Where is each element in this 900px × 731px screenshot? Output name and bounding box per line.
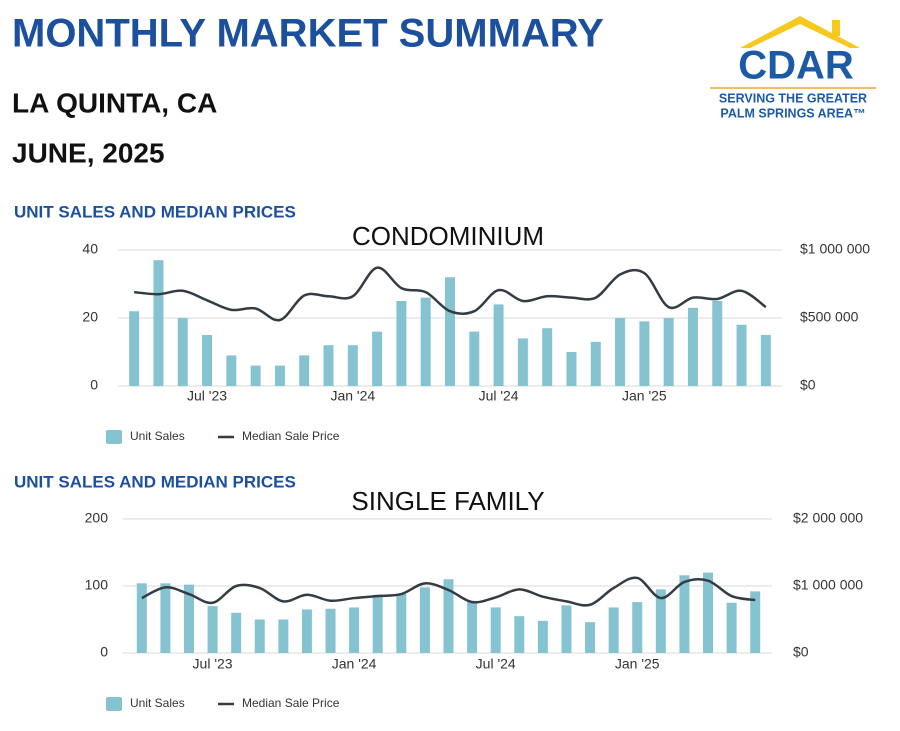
x-tick-label: Jan '25 [615,656,660,672]
logo-tagline: SERVING THE GREATER [719,91,867,105]
bar [566,352,577,386]
bar [301,609,312,653]
logo-tagline: PALM SPRINGS AREA™ [720,106,865,120]
bar [639,321,650,386]
bar [396,301,407,386]
bar [202,335,213,386]
y2-tick-label: $0 [800,377,816,393]
bar [615,318,626,386]
bar [590,341,601,386]
legend-label: Unit Sales [130,696,185,710]
bar [420,297,431,386]
chart-title: SINGLE FAMILY [351,486,544,516]
legend-label: Median Sale Price [242,429,340,443]
bar [349,607,360,653]
bar [585,622,596,653]
bar [347,345,358,386]
bar [136,583,147,653]
x-tick-label: Jul '23 [187,388,227,404]
bar [679,575,690,653]
bar [419,587,430,653]
x-tick-label: Jan '24 [332,656,377,672]
bar [469,331,480,386]
bar [129,311,140,386]
y2-tick-label: $1 000 000 [793,577,863,593]
y-tick-label: 200 [85,510,109,526]
bar [250,365,261,386]
bar [254,619,265,653]
x-tick-label: Jan '24 [330,388,375,404]
chart-title: CONDOMINIUM [352,221,544,251]
bar [372,596,383,653]
bar [632,602,643,653]
bar [703,572,714,653]
y2-tick-label: $1 000 000 [800,241,870,257]
bar [537,620,548,653]
bar [726,602,737,653]
bar [153,260,164,386]
y2-tick-label: $0 [793,644,809,660]
logo-roof [740,16,860,48]
section-heading: UNIT SALES AND MEDIAN PRICES [14,472,296,491]
bar [278,619,289,653]
bar [325,608,336,653]
legend-label: Unit Sales [130,429,185,443]
bar [493,304,504,386]
bar [207,606,218,653]
bar [712,301,723,386]
bar [299,355,310,386]
bar [226,355,237,386]
y-tick-label: 100 [85,577,109,593]
page-title: MONTHLY MARKET SUMMARY [12,12,604,56]
logo-chimney [832,20,840,36]
bar [274,365,285,386]
bar [750,591,761,653]
bar [396,594,407,653]
y-tick-label: 40 [82,241,98,257]
legend-swatch [106,430,122,444]
price-line [141,576,756,607]
bar [542,328,553,386]
bar [323,345,334,386]
bar [514,616,525,653]
bar [687,307,698,386]
bar [445,277,455,386]
x-tick-label: Jan '25 [622,388,667,404]
y2-tick-label: $2 000 000 [793,510,863,526]
logo-name: CDAR [738,44,854,88]
bar [517,338,528,386]
bar [608,607,619,653]
bar [655,589,666,653]
bar [183,584,194,653]
location: LA QUINTA, CA [12,87,217,118]
logo: CDAR SERVING THE GREATER PALM SPRINGS AR… [710,16,876,120]
legend-label: Median Sale Price [242,696,340,710]
bar [490,607,501,653]
y-tick-label: 0 [100,644,108,660]
bar [561,605,572,653]
legend-swatch [106,697,122,711]
bar [760,335,771,386]
y-tick-label: 0 [90,377,98,393]
bar [467,600,478,653]
bar [736,324,747,386]
bar [443,579,454,653]
bar [160,583,171,653]
x-tick-label: Jul '24 [479,388,519,404]
bar [177,318,188,386]
section-heading: UNIT SALES AND MEDIAN PRICES [14,202,296,221]
x-tick-label: Jul '24 [476,656,516,672]
bar [231,612,242,653]
y2-tick-label: $500 000 [800,309,859,325]
price-line [134,266,767,322]
y-tick-label: 20 [82,309,98,325]
x-tick-label: Jul '23 [193,656,233,672]
bar [372,331,383,386]
report-date: JUNE, 2025 [12,137,165,168]
bar [663,318,674,386]
